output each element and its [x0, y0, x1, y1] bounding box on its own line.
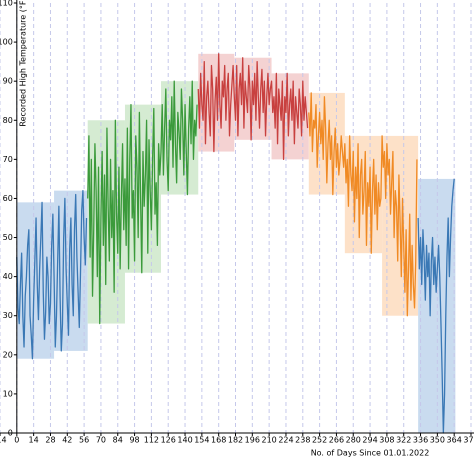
x-tick-label: 182 [228, 436, 243, 445]
y-axis-label: Recorded High Temperature (°F) [19, 0, 28, 127]
x-tick-label: 154 [194, 436, 209, 445]
x-tick-label: 378 [463, 436, 474, 445]
x-tick-label: 196 [245, 436, 260, 445]
x-tick-label: 266 [329, 436, 344, 445]
x-tick-label: 42 [62, 436, 72, 445]
x-tick-label: 84 [113, 436, 123, 445]
x-tick-label: 322 [396, 436, 411, 445]
temperature-line [197, 53, 309, 161]
x-tick-label: 14 [29, 436, 39, 445]
y-tick-label: 60 [3, 194, 13, 203]
x-tick-label: 70 [96, 436, 106, 445]
x-tick-label: 112 [144, 436, 159, 445]
temperature-line [16, 189, 88, 360]
x-axis-label: No. of Days Since 01.01.2022 [311, 449, 430, 458]
x-tick-label: 0 [14, 436, 19, 445]
x-tick-label: 224 [278, 436, 293, 445]
y-tick-label: 40 [3, 272, 13, 281]
x-tick-label: 126 [161, 436, 176, 445]
y-tick-label: 30 [3, 311, 13, 320]
temperature-line [417, 178, 455, 434]
x-tick-label: 364 [447, 436, 462, 445]
y-tick-label: 70 [3, 155, 13, 164]
x-tick-label: 308 [379, 436, 394, 445]
x-tick-label: 210 [262, 436, 277, 445]
y-tick-label: 110 [0, 0, 13, 8]
x-tick-label: 168 [211, 436, 226, 445]
plot: -140142842567084981121261401541681821962… [0, 0, 474, 445]
month-range [418, 178, 456, 433]
x-tick-label: 238 [295, 436, 310, 445]
x-tick-label: 28 [45, 436, 55, 445]
y-tick-label: 80 [3, 116, 13, 125]
x-tick-label: 280 [346, 436, 361, 445]
x-tick-label: 98 [129, 436, 139, 445]
temperature-line [308, 92, 418, 317]
x-tick-label: 252 [312, 436, 327, 445]
y-tick-label: 50 [3, 233, 13, 242]
y-tick-label: 20 [3, 350, 13, 359]
x-tick-label: 350 [430, 436, 445, 445]
temperature-line [87, 80, 198, 325]
x-tick-label: 336 [413, 436, 428, 445]
x-tick-label: -14 [0, 436, 7, 445]
y-tick-label: 10 [3, 389, 13, 398]
x-tick-label: 56 [79, 436, 89, 445]
y-tick-label: 100 [0, 38, 13, 47]
y-tick-label: 90 [3, 77, 13, 86]
x-tick-label: 294 [362, 436, 377, 445]
x-tick-label: 140 [177, 436, 192, 445]
